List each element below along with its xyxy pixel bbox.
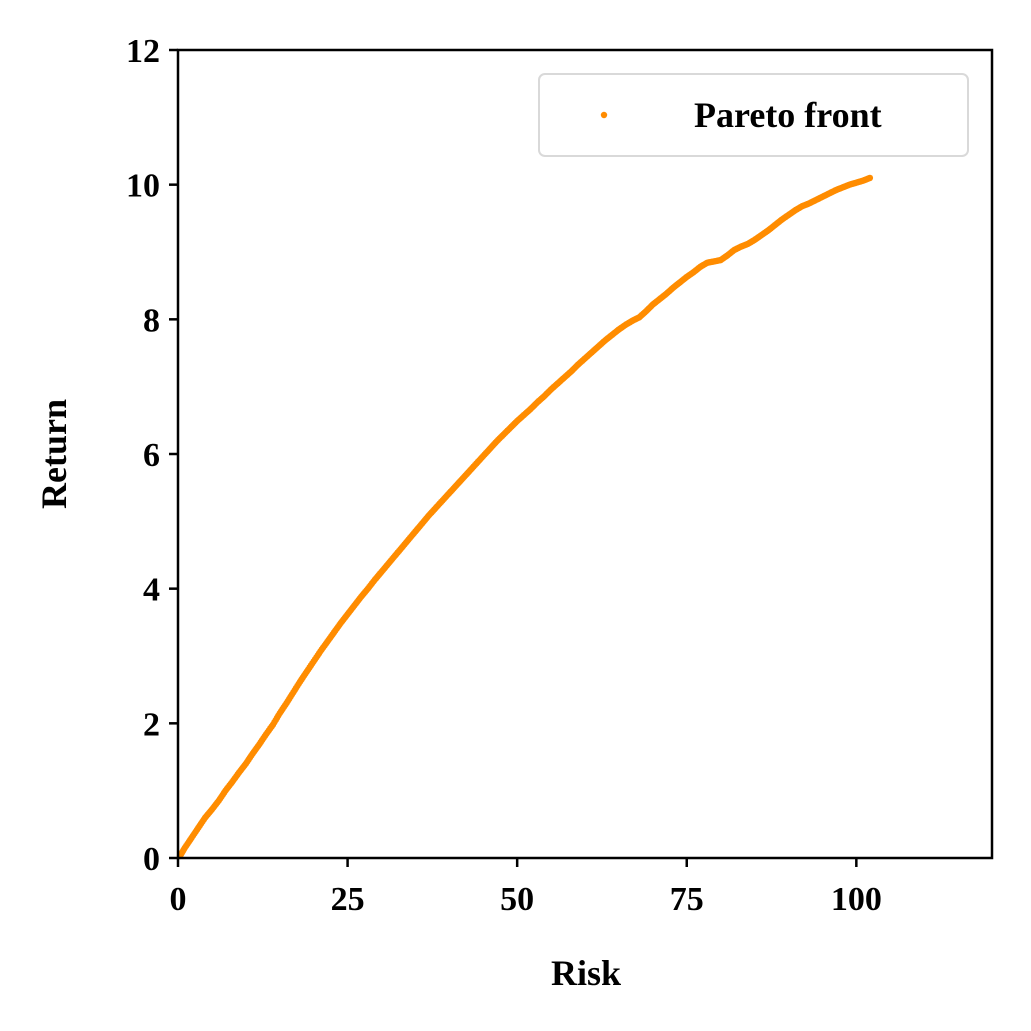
y-axis-label: Return: [34, 399, 74, 509]
x-tick-label: 0: [170, 881, 187, 918]
y-tick-label: 8: [143, 302, 160, 339]
y-tick-label: 0: [143, 841, 160, 878]
plot-frame: [176, 48, 994, 860]
y-axis-ticks: 0 2 4 6 8 10 12: [126, 33, 178, 878]
legend: Pareto front: [538, 73, 969, 157]
x-tick-label: 75: [670, 881, 704, 918]
scatter-point: [866, 174, 874, 182]
legend-box: [538, 73, 969, 157]
y-tick-label: 4: [143, 572, 160, 609]
y-tick-label: 2: [143, 706, 160, 743]
y-tick-label: 6: [143, 437, 160, 474]
scatter-points: [176, 174, 874, 860]
x-tick-label: 100: [831, 881, 882, 918]
legend-marker: [600, 111, 608, 119]
y-tick-label: 12: [126, 33, 160, 70]
x-tick-label: 25: [331, 881, 365, 918]
y-tick-label: 10: [126, 168, 160, 205]
x-axis-label: Risk: [551, 953, 621, 993]
x-axis-ticks: 0 25 50 75 100: [170, 858, 882, 918]
legend-label: Pareto front: [694, 95, 882, 135]
x-tick-label: 50: [500, 881, 534, 918]
